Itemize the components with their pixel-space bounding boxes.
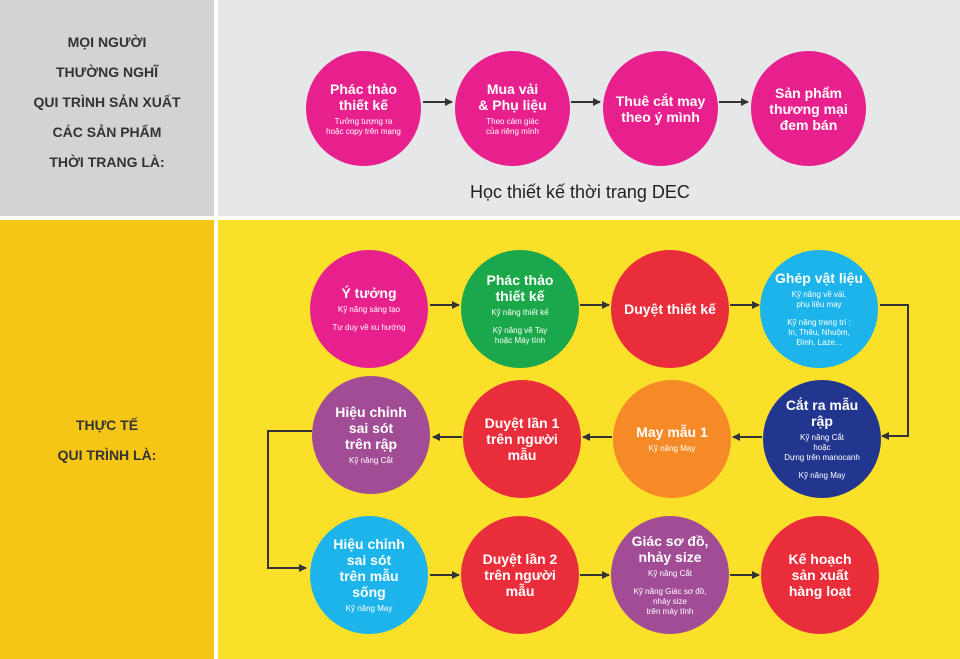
step-skill: Kỹ năng May <box>345 604 393 613</box>
step-fix-pattern: Hiệu chỉnh sai sót trên rập Kỹ năng Cắt <box>312 376 430 494</box>
step-title: May mẫu 1 <box>636 424 708 440</box>
step-title: Thuê cắt may theo ý mình <box>615 92 706 125</box>
step-title: Cắt ra mẫu rập <box>785 397 859 429</box>
step-skill-secondary: Kỹ năng Giác sơ đồ, nhảy size trên máy tín… <box>633 587 707 616</box>
step-title: Ghép vật liệu <box>775 270 863 286</box>
step-skill-secondary: Tư duy về xu hướng <box>332 323 406 332</box>
tagline: Học thiết kế thời trang DEC <box>470 182 690 202</box>
step-mass-production: Kế hoạch sản xuất hàng loạt <box>761 516 879 634</box>
step-skill: Tưởng tượng ra hoặc copy trên mạng <box>326 116 401 136</box>
step-skill-secondary: Kỹ năng trang trí : In, Thêu, Nhuộm, Đính,… <box>787 318 851 347</box>
step-skill-secondary: Kỹ năng vẽ Tay hoặc Máy tính <box>492 326 548 345</box>
top-side-line: THƯỜNG NGHĨ <box>55 64 159 80</box>
step-skill: Kỹ năng May <box>648 444 696 453</box>
top-step-sell-product: Sản phẩm thương mại đem bán <box>751 51 866 166</box>
step-approve-design: Duyệt thiết kế <box>611 250 729 368</box>
step-combine-materials: Ghép vật liệu Kỹ năng về vải, phụ liệu ma… <box>760 250 878 368</box>
bottom-side-heading: THỰC TẾ QUI TRÌNH LÀ: <box>0 410 214 470</box>
step-title: Duyệt lần 2 trên người mẫu <box>482 551 558 599</box>
step-skill: Kỹ năng sáng tạo <box>337 305 401 314</box>
top-step-sketch: Phác thảo thiết kế Tưởng tượng ra hoặc cop… <box>306 51 421 166</box>
step-title: Sản phẩm thương mại đem bán <box>769 84 848 133</box>
step-skill: Kỹ năng Cắt <box>647 569 693 578</box>
top-side-line: QUI TRÌNH SẢN XUẤT <box>33 94 181 110</box>
top-side-line: CÁC SẢN PHẨM <box>52 124 162 140</box>
step-title: Hiệu chỉnh sai sót trên rập <box>335 404 407 452</box>
arrow-r2-to-r3 <box>267 430 312 572</box>
step-title: Duyệt lần 1 trên người mẫu <box>484 415 560 463</box>
step-approve-on-model-1: Duyệt lần 1 trên người mẫu <box>463 380 581 498</box>
step-title: Kế hoạch sản xuất hàng loạt <box>788 551 852 599</box>
arrow-r1-to-r2 <box>880 304 909 440</box>
step-title: Ý tưởng <box>341 285 397 301</box>
step-skill: Kỹ năng Cắt <box>348 456 394 465</box>
step-marker-grading: Giác sơ đồ, nhảy size Kỹ năng Cắt Kỹ năng… <box>611 516 729 634</box>
step-title: Mua vải & Phụ liệu <box>478 80 547 113</box>
step-skill-secondary: Kỹ năng May <box>798 471 846 480</box>
top-side-line: THỜI TRANG LÀ: <box>49 154 165 170</box>
step-skill: Kỹ năng Cắt hoặc Dựng trên manocanh <box>784 433 860 462</box>
step-idea: Ý tưởng Kỹ năng sáng tạo Tư duy về xu hư… <box>310 250 428 368</box>
bottom-side-panel <box>0 220 214 659</box>
step-sew-sample: May mẫu 1 Kỹ năng May <box>613 380 731 498</box>
step-fix-live-sample: Hiệu chỉnh sai sót trên mẫu sống Kỹ năng M… <box>310 516 428 634</box>
step-sketch-design: Phác thảo thiết kế Kỹ năng thiết kế Kỹ nă… <box>461 250 579 368</box>
top-step-buy-fabric: Mua vải & Phụ liệu Theo cảm giác của riêng… <box>455 51 570 166</box>
step-skill: Kỹ năng thiết kế <box>491 308 549 317</box>
step-title: Hiệu chỉnh sai sót trên mẫu sống <box>333 536 405 600</box>
top-side-heading: MỌI NGƯỜI THƯỜNG NGHĨ QUI TRÌNH SẢN XUẤT… <box>0 27 214 177</box>
step-title: Giác sơ đồ, nhảy size <box>631 533 709 565</box>
bottom-side-line: QUI TRÌNH LÀ: <box>57 447 157 463</box>
top-side-line: MỌI NGƯỜI <box>67 34 147 50</box>
step-cut-pattern: Cắt ra mẫu rập Kỹ năng Cắt hoặc Dựng trên … <box>763 380 881 498</box>
top-step-hire-tailor: Thuê cắt may theo ý mình <box>603 51 718 166</box>
bottom-side-line: THỰC TẾ <box>75 417 139 433</box>
step-skill: Kỹ năng về vải, phụ liệu may <box>791 290 847 309</box>
step-skill: Theo cảm giác của riêng mình <box>486 116 539 136</box>
step-title: Duyệt thiết kế <box>624 301 716 317</box>
step-title: Phác thảo thiết kế <box>486 272 554 304</box>
step-title: Phác thảo thiết kế <box>330 80 397 113</box>
top-side-panel <box>0 0 214 216</box>
step-approve-on-model-2: Duyệt lần 2 trên người mẫu <box>461 516 579 634</box>
